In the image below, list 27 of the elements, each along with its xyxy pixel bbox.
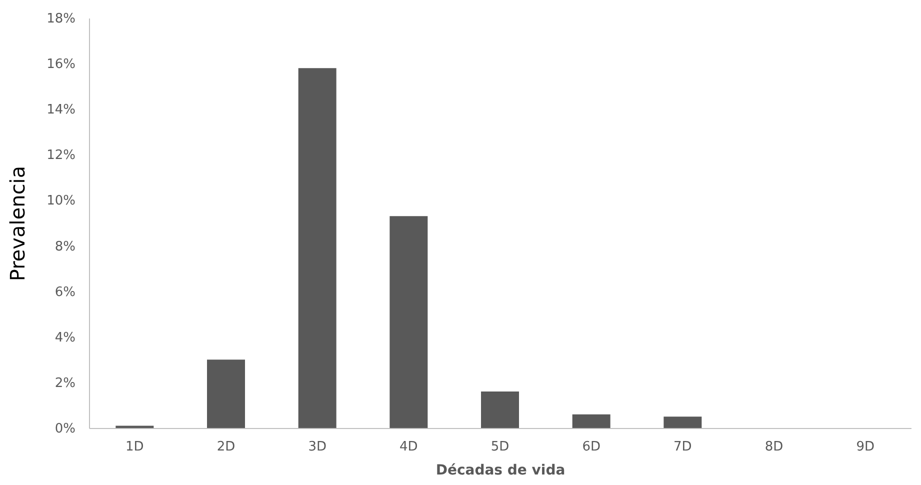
y-tick-label: 4%: [54, 330, 76, 346]
x-tick-label: 9D: [856, 440, 874, 454]
x-tick-label: 3D: [308, 440, 326, 454]
y-tick-label: 12%: [46, 148, 76, 164]
y-tick-label: 10%: [46, 194, 76, 209]
x-axis-title: Décadas de vida: [436, 462, 566, 478]
x-tick-label: 5D: [490, 440, 510, 454]
y-tick-label: 6%: [54, 284, 76, 300]
y-tick-label: 2%: [54, 376, 76, 391]
y-tick-label: 14%: [46, 102, 76, 118]
bar: [207, 360, 245, 428]
bar: [298, 68, 336, 428]
y-tick-label: 16%: [46, 57, 76, 72]
x-tick-label: 6D: [582, 440, 600, 454]
y-axis-title: Prevalencia: [6, 166, 30, 282]
x-tick-label: 7D: [674, 440, 692, 454]
bar: [572, 414, 610, 428]
y-tick-label: 18%: [46, 12, 76, 26]
x-tick-label: 4D: [400, 440, 418, 454]
x-tick-label: 8D: [764, 440, 784, 454]
y-tick-label: 0%: [54, 422, 76, 436]
bar: [481, 392, 519, 428]
x-tick-label: 1D: [126, 440, 144, 454]
bar: [390, 216, 428, 428]
y-tick-label: 8%: [54, 239, 76, 254]
bar: [664, 416, 702, 428]
x-tick-label: 2D: [216, 440, 236, 454]
